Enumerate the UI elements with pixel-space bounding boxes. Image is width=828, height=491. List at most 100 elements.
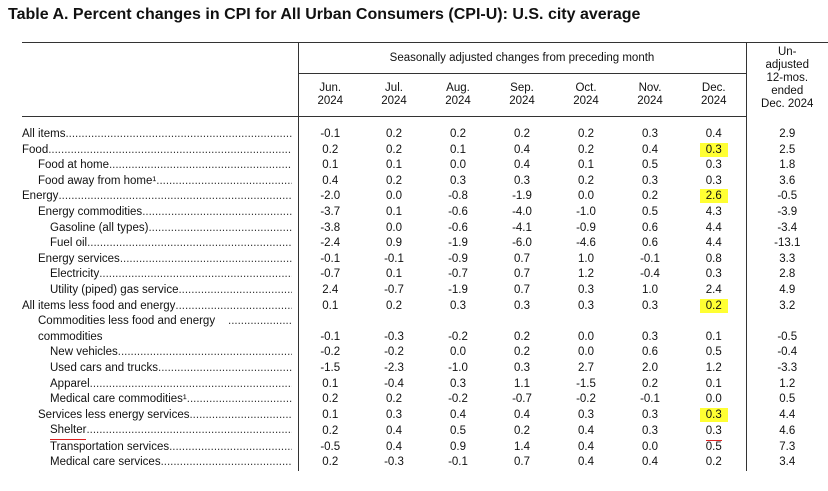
value: -1.5 xyxy=(320,361,341,374)
value-cell: -0.2 xyxy=(362,345,426,361)
label-text: Food at home xyxy=(38,159,109,172)
value-cell: 1.2 xyxy=(682,361,746,377)
value-cell: -2.0 xyxy=(298,189,362,205)
value-cell: 0.3 xyxy=(618,174,682,190)
value: 0.0 xyxy=(705,393,722,406)
value: 1.2 xyxy=(578,268,594,281)
row-label-cell: All items xyxy=(22,116,299,143)
value: 0.3 xyxy=(642,408,658,421)
row-label-cell: Medical care commodities¹ xyxy=(22,392,299,408)
value-cell: 2.7 xyxy=(554,361,618,377)
dot-leader xyxy=(175,299,291,315)
label-text: Utility (piped) gas service xyxy=(50,283,179,296)
value-cell: 0.2 xyxy=(490,314,554,345)
row-label: Medical care commodities¹ xyxy=(22,392,298,408)
row-label: All items xyxy=(22,127,298,143)
value-cell: -0.4 xyxy=(618,267,682,283)
dot-leader xyxy=(90,377,292,393)
value: -4.1 xyxy=(512,221,532,234)
value-cell: -1.0 xyxy=(426,361,490,377)
value-cell: 0.3 xyxy=(490,361,554,377)
value-cell: 0.3 xyxy=(618,299,682,315)
value: 4.6 xyxy=(779,424,796,437)
label-text: Electricity xyxy=(50,268,100,281)
value: 0.2 xyxy=(386,143,402,156)
value-cell: -0.1 xyxy=(426,455,490,471)
value: -0.3 xyxy=(384,330,404,343)
value: 0.2 xyxy=(578,128,594,140)
value: -0.1 xyxy=(320,330,341,343)
value: -1.9 xyxy=(512,190,532,203)
value: 0.3 xyxy=(705,174,722,187)
value: 0.2 xyxy=(705,456,722,469)
value-cell: -1.5 xyxy=(298,361,362,377)
table-row: Electricity -0.7 0.1 -0.7 0.7 1.2 -0.4 0.3 2.8 xyxy=(22,267,828,283)
value-cell: 4.4 xyxy=(682,221,746,237)
table-row: Food away from home¹ 0.4 0.2 0.3 0.3 0.2 0.3 0.… xyxy=(22,173,828,190)
value: 0.5 xyxy=(705,439,722,453)
value-cell: -4.1 xyxy=(490,221,554,237)
dot-leader xyxy=(158,361,291,377)
value-cell: 3.2 xyxy=(745,298,828,315)
group-header: Seasonally adjusted changes from precedi… xyxy=(297,42,746,74)
value: -0.7 xyxy=(384,283,404,296)
value: -3.3 xyxy=(777,361,798,374)
value: 3.6 xyxy=(779,174,796,187)
value: -0.5 xyxy=(777,330,798,343)
value-cell: 0.2 xyxy=(362,117,426,143)
value-cell: 0.3 xyxy=(682,158,746,174)
value: -0.4 xyxy=(384,377,404,390)
value: 0.2 xyxy=(514,128,530,140)
value: 0.5 xyxy=(642,159,658,172)
value: -3.9 xyxy=(777,205,798,218)
value: 0.1 xyxy=(322,159,339,172)
value: 0.4 xyxy=(386,440,402,453)
table-row: Commodities less food and energy commodi… xyxy=(22,314,828,346)
row-label: Energy commodities xyxy=(22,205,298,221)
value-cell: 0.2 xyxy=(618,377,682,393)
value-cell: 0.4 xyxy=(426,408,490,424)
value: 4.4 xyxy=(705,237,722,250)
value-cell: -0.7 xyxy=(362,283,426,299)
value: 0.3 xyxy=(642,128,658,140)
value: 0.2 xyxy=(322,424,339,437)
value: 0.5 xyxy=(705,346,722,359)
label-text: Energy xyxy=(22,190,59,203)
value-cell: 4.4 xyxy=(745,407,828,424)
row-label-cell: Electricity xyxy=(22,267,299,283)
value: 0.4 xyxy=(578,456,594,469)
column-header: Aug. 2024 xyxy=(426,73,490,117)
row-label-cell: Apparel xyxy=(22,376,299,393)
value: 0.3 xyxy=(578,283,594,296)
dot-leader xyxy=(189,408,291,424)
value: 0.3 xyxy=(705,268,722,281)
value-cell: 0.4 xyxy=(490,158,554,174)
row-label: Food away from home¹ xyxy=(22,174,298,190)
value: 0.3 xyxy=(450,174,466,187)
value-cell: 0.2 xyxy=(298,392,362,408)
table-row: Medical care services 0.2 -0.3 -0.1 0.7 0.4 0.… xyxy=(22,455,828,472)
label-text: Food away from home¹ xyxy=(38,174,157,187)
value: -2.0 xyxy=(320,190,341,203)
dot-leader xyxy=(161,455,292,471)
value: -3.4 xyxy=(777,221,798,234)
value-cell: 2.8 xyxy=(745,267,828,283)
value: 0.5 xyxy=(642,205,658,218)
value: 0.4 xyxy=(514,143,530,156)
table-row: Food at home 0.1 0.1 0.0 0.4 0.1 0.5 0.3 1.8 xyxy=(22,158,828,174)
table-row: New vehicles -0.2 -0.2 0.0 0.2 0.0 0.6 0.5 -0.4 xyxy=(22,345,828,361)
value: 0.1 xyxy=(386,268,402,281)
value: 0.5 xyxy=(779,393,796,406)
value-cell: -0.9 xyxy=(554,221,618,237)
value-cell: -0.2 xyxy=(426,392,490,408)
label-text: Used cars and trucks xyxy=(50,361,159,374)
value: 0.0 xyxy=(386,190,402,203)
value: -0.2 xyxy=(448,393,468,406)
value-cell: 0.1 xyxy=(362,267,426,283)
value-cell: 4.4 xyxy=(682,236,746,252)
value-cell: -3.8 xyxy=(298,221,362,237)
value-cell: -4.0 xyxy=(490,205,554,221)
value: 4.4 xyxy=(779,408,796,421)
value-cell: 0.5 xyxy=(682,345,746,361)
value: 0.3 xyxy=(386,408,402,421)
